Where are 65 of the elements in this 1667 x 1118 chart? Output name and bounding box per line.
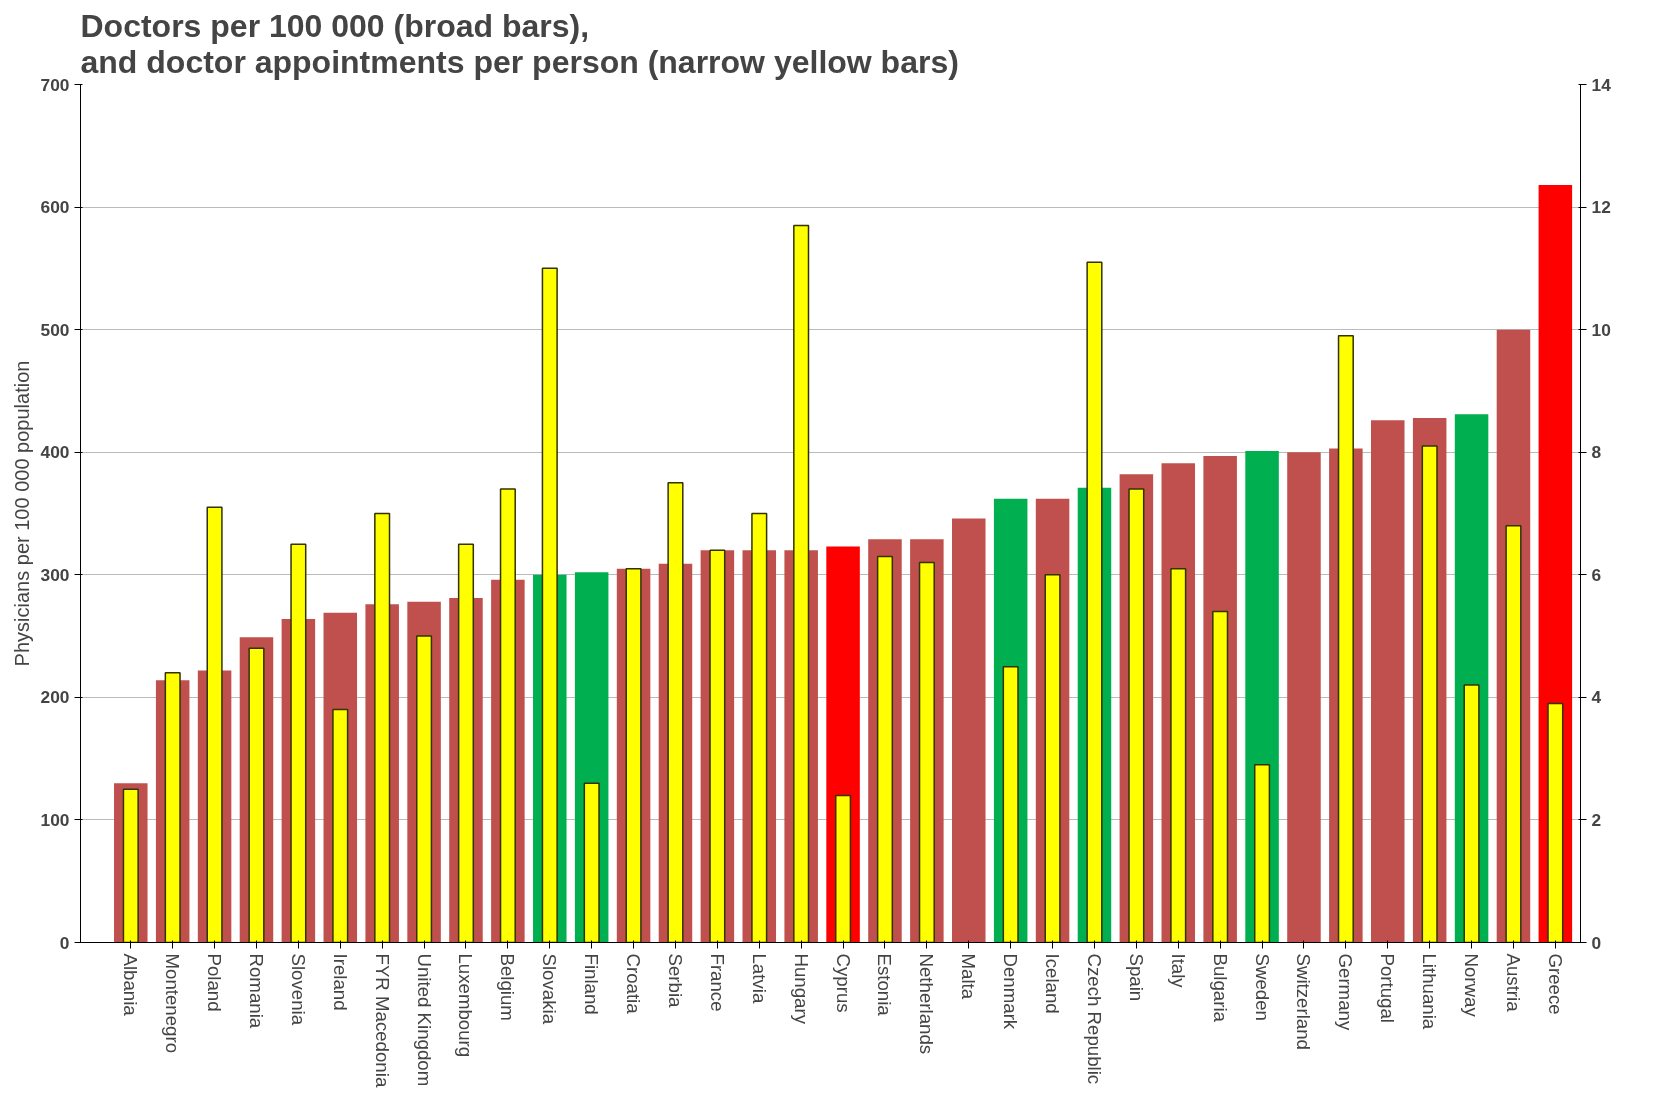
x-tick-label: Spain xyxy=(1125,953,1147,1002)
y2-tick-label: 10 xyxy=(1591,319,1611,340)
y2-tick-label: 2 xyxy=(1591,809,1602,830)
x-tick-label: Hungary xyxy=(790,953,812,1025)
x-tick-label: Cyprus xyxy=(832,953,854,1013)
bar xyxy=(1505,525,1522,943)
y2-tick-label: 14 xyxy=(1591,74,1612,95)
x-tick-label: Norway xyxy=(1461,953,1483,1018)
bar xyxy=(332,708,349,943)
y-tick-label: 0 xyxy=(59,932,70,953)
x-tick-label: Serbia xyxy=(664,953,686,1009)
bar xyxy=(1463,684,1480,943)
y2-tick-label: 6 xyxy=(1591,564,1602,585)
x-tick-label: Finland xyxy=(581,953,603,1015)
x-tick-label: Sweden xyxy=(1251,953,1273,1021)
y-tick-label: 700 xyxy=(40,74,70,95)
x-tick-label: Poland xyxy=(204,953,226,1012)
x-tick-label: Switzerland xyxy=(1293,953,1315,1050)
x-tick-label: Montenegro xyxy=(162,953,184,1054)
y2-tick-label: 12 xyxy=(1591,197,1611,218)
x-tick-label: France xyxy=(706,953,728,1012)
x-tick-label: United Kingdom xyxy=(413,953,435,1087)
x-tick-label: Austria xyxy=(1502,953,1524,1013)
x-tick-label: Luxembourg xyxy=(455,953,477,1058)
bar xyxy=(834,794,852,943)
y-tick-label: 200 xyxy=(40,687,70,708)
x-tick-label: Iceland xyxy=(1042,953,1064,1014)
x-tick-label: FYR Macedonia xyxy=(371,953,393,1088)
x-tick-label: Croatia xyxy=(623,953,645,1015)
y-tick-label: 500 xyxy=(40,319,70,340)
bar xyxy=(1287,452,1321,943)
y-tick-label: 600 xyxy=(40,197,70,218)
x-tick-label: Bulgaria xyxy=(1209,953,1231,1023)
x-tick-label: Lithuania xyxy=(1419,953,1441,1030)
y2-tick-label: 0 xyxy=(1591,932,1602,953)
x-tick-label: Germany xyxy=(1335,953,1357,1031)
y-tick-label: 400 xyxy=(40,442,70,463)
bar xyxy=(1002,665,1019,943)
x-tick-label: Greece xyxy=(1544,953,1566,1015)
y-tick-label: 100 xyxy=(40,809,70,830)
bar xyxy=(583,782,600,943)
x-tick-label: Denmark xyxy=(1000,953,1022,1030)
x-tick-label: Estonia xyxy=(874,953,896,1017)
x-tick-label: Ireland xyxy=(329,953,351,1011)
x-tick-label: Latvia xyxy=(748,953,770,1004)
x-tick-label: Malta xyxy=(958,953,980,1000)
x-tick-label: Portugal xyxy=(1377,953,1399,1023)
bar xyxy=(952,518,986,943)
chart-title: Doctors per 100 000 (broad bars), and doctor appointments per person (narrow yellow bars) xyxy=(80,7,959,80)
x-tick-label: Romania xyxy=(245,953,267,1029)
x-tick-label: Albania xyxy=(120,953,142,1017)
x-tick-label: Slovenia xyxy=(287,953,309,1026)
x-tick-label: Slovakia xyxy=(539,953,561,1025)
bar xyxy=(1212,610,1229,943)
bar xyxy=(1371,420,1405,943)
x-tick-label: Netherlands xyxy=(916,953,938,1055)
bar xyxy=(1547,702,1564,943)
y-tick-label: 300 xyxy=(40,564,70,585)
y-axis-title: Physicians per 100 000 population xyxy=(10,360,33,667)
x-tick-label: Czech Republic xyxy=(1083,953,1105,1085)
y2-tick-label: 8 xyxy=(1591,442,1602,463)
x-tick-label: Italy xyxy=(1167,953,1189,989)
bar xyxy=(1253,764,1271,943)
y2-tick-label: 4 xyxy=(1591,687,1602,708)
x-tick-label: Belgium xyxy=(497,953,519,1021)
